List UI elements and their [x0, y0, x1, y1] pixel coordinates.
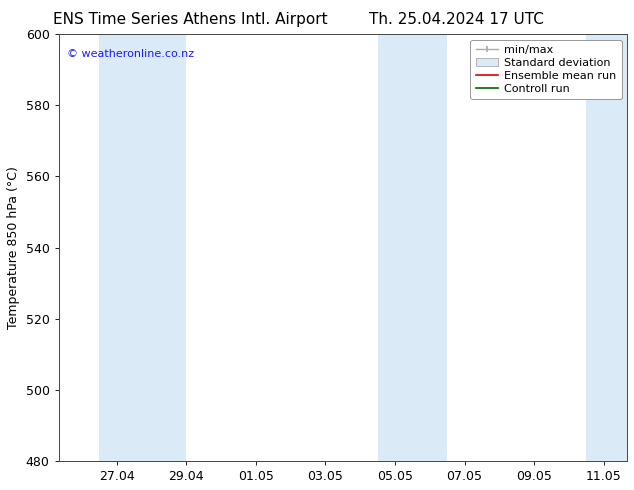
Text: ENS Time Series Athens Intl. Airport: ENS Time Series Athens Intl. Airport — [53, 12, 328, 27]
Bar — [412, 34, 447, 461]
Bar — [99, 34, 134, 461]
Y-axis label: Temperature 850 hPa (°C): Temperature 850 hPa (°C) — [7, 166, 20, 329]
Bar — [378, 34, 412, 461]
Text: Th. 25.04.2024 17 UTC: Th. 25.04.2024 17 UTC — [369, 12, 544, 27]
Legend: min/max, Standard deviation, Ensemble mean run, Controll run: min/max, Standard deviation, Ensemble me… — [470, 40, 621, 99]
Bar — [586, 34, 627, 461]
Bar — [134, 34, 186, 461]
Text: © weatheronline.co.nz: © weatheronline.co.nz — [67, 49, 194, 59]
